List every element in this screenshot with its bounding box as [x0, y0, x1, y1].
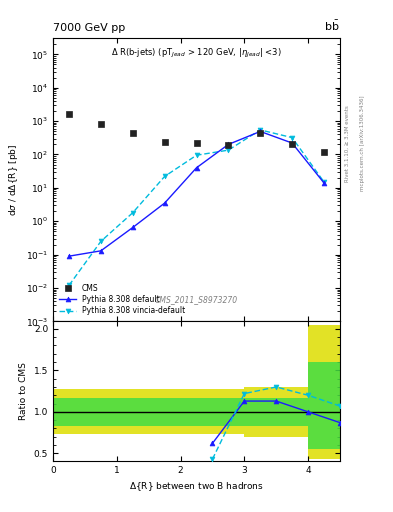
Text: Rivet 3.1.10, ≥ 3.3M events: Rivet 3.1.10, ≥ 3.3M events — [345, 105, 350, 182]
Y-axis label: d$\sigma$ / d$\Delta${R} [pb]: d$\sigma$ / d$\Delta${R} [pb] — [7, 144, 20, 216]
Text: 7000 GeV pp: 7000 GeV pp — [53, 23, 125, 33]
Pythia 8.308 vincia-default — [67, 282, 72, 288]
Bar — [85, 398, 117, 426]
X-axis label: $\Delta${R} between two B hadrons: $\Delta${R} between two B hadrons — [129, 480, 264, 493]
Pythia 8.308 vincia-default — [226, 147, 231, 153]
Text: CMS_2011_S8973270: CMS_2011_S8973270 — [155, 295, 238, 305]
Pythia 8.308 vincia-default — [258, 127, 263, 133]
Pythia 8.308 default — [321, 180, 326, 186]
Bar — [276, 387, 308, 437]
Text: b$\bar{\mathrm{b}}$: b$\bar{\mathrm{b}}$ — [325, 19, 340, 33]
Bar — [276, 398, 308, 426]
Bar — [213, 390, 244, 434]
Bar — [244, 387, 276, 437]
Pythia 8.308 vincia-default — [130, 209, 135, 216]
Pythia 8.308 vincia-default — [290, 135, 294, 141]
Bar — [244, 398, 276, 426]
Bar — [180, 390, 213, 434]
Bar — [117, 398, 149, 426]
Text: mcplots.cern.ch [arXiv:1306.3436]: mcplots.cern.ch [arXiv:1306.3436] — [360, 96, 365, 191]
Bar — [149, 398, 180, 426]
Bar — [149, 390, 180, 434]
Bar — [180, 398, 213, 426]
Pythia 8.308 default — [99, 248, 103, 254]
Pythia 8.308 vincia-default — [99, 238, 103, 244]
Pythia 8.308 default — [194, 165, 199, 171]
Pythia 8.308 default — [67, 253, 72, 259]
Bar — [85, 390, 117, 434]
Pythia 8.308 vincia-default — [194, 152, 199, 158]
Pythia 8.308 vincia-default — [321, 179, 326, 185]
Pythia 8.308 default — [258, 129, 263, 135]
Pythia 8.308 default — [162, 200, 167, 206]
Pythia 8.308 default — [290, 140, 294, 146]
Bar — [53, 390, 85, 434]
Bar — [117, 390, 149, 434]
Legend: CMS, Pythia 8.308 default, Pythia 8.308 vincia-default: CMS, Pythia 8.308 default, Pythia 8.308 … — [57, 282, 187, 317]
Y-axis label: Ratio to CMS: Ratio to CMS — [19, 362, 28, 420]
Pythia 8.308 default — [130, 224, 135, 230]
Line: Pythia 8.308 default: Pythia 8.308 default — [66, 129, 327, 259]
Bar — [308, 362, 340, 449]
Pythia 8.308 vincia-default — [162, 174, 167, 180]
Bar — [308, 325, 340, 459]
Text: $\Delta$ R(b-jets) (pT$_{Jead}$ > 120 GeV, $|\eta_{Jead}|$ <3): $\Delta$ R(b-jets) (pT$_{Jead}$ > 120 Ge… — [111, 47, 282, 60]
Line: Pythia 8.308 vincia-default: Pythia 8.308 vincia-default — [66, 127, 327, 288]
Bar — [53, 398, 85, 426]
Bar — [213, 398, 244, 426]
Pythia 8.308 default — [226, 141, 231, 147]
